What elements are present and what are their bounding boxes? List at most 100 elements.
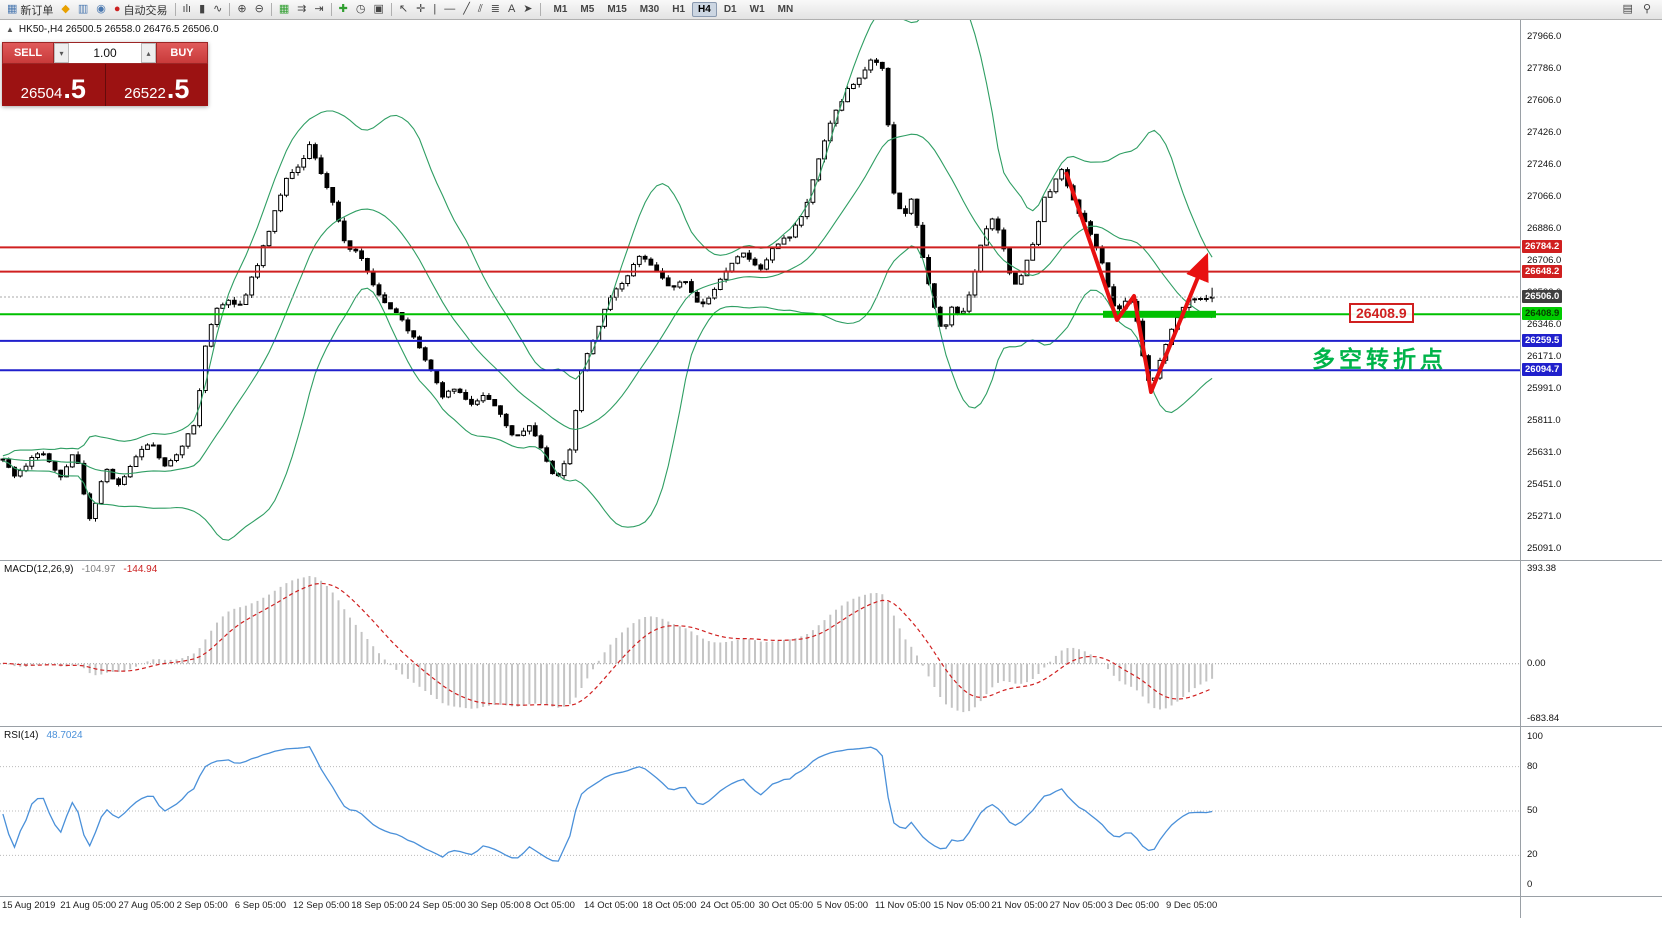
price-axis-tag: 26648.2 <box>1522 264 1563 278</box>
timeframe-m30[interactable]: M30 <box>639 4 660 15</box>
horizontal-line-icon: — <box>444 3 456 15</box>
zoom-out-icon: ⊖ <box>254 3 264 15</box>
timeframe-d1[interactable]: D1 <box>723 4 737 15</box>
rsi-name: RSI(14) <box>4 730 39 741</box>
timeframe-group: M1 M5 M15 M30 H1 H4 D1 W1 MN <box>548 2 800 17</box>
macd-histogram <box>1 576 1214 713</box>
panel-divider[interactable] <box>0 726 1662 727</box>
new-order-button[interactable]: ▦ 新订单 <box>3 1 57 19</box>
candlestick-icon: ▮ <box>199 3 206 15</box>
auto-trading-button-label: 自动交易 <box>123 4 168 17</box>
date-label: 24 Oct 05:00 <box>700 900 755 911</box>
auto-scroll-button[interactable]: ⇉ <box>293 1 310 19</box>
price-axis-tick: 26346.0 <box>1527 319 1562 331</box>
cursor-button[interactable]: ↖ <box>395 1 412 19</box>
macd-label: MACD(12,26,9) -104.97 -144.94 <box>4 564 157 575</box>
buy-price-main: 26522 <box>124 85 166 102</box>
date-label: 12 Sep 05:00 <box>293 900 350 911</box>
line-chart-button[interactable]: ∿ <box>209 1 226 19</box>
bar-chart-button[interactable]: ılı <box>179 1 196 19</box>
volume-increase-button[interactable]: ▴ <box>141 43 156 63</box>
bollinger-upper-band <box>2 20 1213 457</box>
volume-input[interactable] <box>69 43 141 63</box>
date-label: 6 Sep 05:00 <box>234 900 287 911</box>
volume-control: ▾ ▴ <box>54 42 156 64</box>
vertical-line-button[interactable]: | <box>429 1 440 19</box>
rsi-value: 48.7024 <box>46 730 83 741</box>
indicators-icon: ✚ <box>338 3 348 15</box>
price-chart[interactable] <box>0 20 1520 560</box>
auto-trading-button[interactable]: ● 自动交易 <box>110 1 172 19</box>
text-button[interactable]: A <box>504 1 519 19</box>
time-axis[interactable]: 15 Aug 2019 21 Aug 05:00 27 Aug 05:00 2 Sep… <box>0 897 1520 919</box>
toolbar-separator <box>174 3 176 16</box>
toolbar-separator <box>390 3 392 16</box>
toolbar-separator <box>539 3 541 16</box>
date-label: 5 Nov 05:00 <box>816 900 869 911</box>
channel-button[interactable]: ⫽ <box>474 1 487 19</box>
timeframe-m1[interactable]: M1 <box>553 4 568 15</box>
macd-signal-line <box>2 582 1213 707</box>
zoom-in-button[interactable]: ⊕ <box>233 1 250 19</box>
price-axis-tick: 26886.0 <box>1527 223 1562 235</box>
chart-header: ▲ HK50-,H4 26500.5 26558.0 26476.5 26506… <box>6 24 219 35</box>
toolbar-separator <box>229 3 231 16</box>
price-axis-tag: 26506.0 <box>1522 289 1563 303</box>
price-axis-tag: 26408.9 <box>1522 307 1563 321</box>
cursor-icon: ↖ <box>398 3 409 15</box>
refresh-button[interactable]: ◉ <box>92 1 110 19</box>
timeframe-mn[interactable]: MN <box>777 4 794 15</box>
trend-arrow-annotation[interactable] <box>1064 171 1209 394</box>
timeframe-m15[interactable]: M15 <box>607 4 627 15</box>
template-button[interactable]: ▣ <box>370 1 388 19</box>
volume-decrease-button[interactable]: ▾ <box>54 43 69 63</box>
buy-button[interactable]: BUY <box>156 42 208 64</box>
horizontal-line-button[interactable]: — <box>440 1 459 19</box>
text-icon: A <box>507 3 516 15</box>
date-label: 2 Sep 05:00 <box>176 900 228 911</box>
price-chart-panel: ▲ HK50-,H4 26500.5 26558.0 26476.5 26506… <box>0 20 1520 560</box>
market-button[interactable]: ◆ <box>57 1 73 19</box>
indicators-button[interactable]: ✚ <box>335 1 352 19</box>
panel-divider[interactable] <box>0 560 1662 561</box>
auto-trading-icon: ● <box>113 3 121 15</box>
date-label: 18 Oct 05:00 <box>642 900 697 911</box>
search-button[interactable]: ⚲ <box>1639 1 1655 19</box>
vertical-line-icon: | <box>433 3 437 15</box>
price-axis-tick: 25451.0 <box>1527 478 1562 490</box>
sell-button[interactable]: SELL <box>2 42 54 64</box>
sell-price-big: .5 <box>63 74 86 105</box>
fibonacci-button[interactable]: ≣ <box>487 1 504 19</box>
buy-price[interactable]: 26522.5 <box>104 64 209 106</box>
rsi-chart[interactable] <box>0 727 1520 895</box>
timeframe-h1[interactable]: H1 <box>672 4 686 15</box>
timeframe-m5[interactable]: M5 <box>580 4 595 15</box>
rsi-axis-tick: 0 <box>1527 879 1533 890</box>
chart-shift-button[interactable]: ⇥ <box>310 1 327 19</box>
crosshair-button[interactable]: ✛ <box>412 1 429 19</box>
panel-divider <box>0 896 1662 897</box>
new-chart-icon: ▤ <box>1622 3 1633 15</box>
pivot-band[interactable] <box>1103 310 1216 318</box>
period-button[interactable]: ◷ <box>352 1 370 19</box>
timeframe-h4[interactable]: H4 <box>692 2 717 17</box>
new-chart-button[interactable]: ▤ <box>1619 1 1637 19</box>
arrows-button[interactable]: ➤ <box>519 1 536 19</box>
date-label: 9 Dec 05:00 <box>1166 900 1218 911</box>
price-axis[interactable]: 27966.0 27786.0 27606.0 27426.0 27246.0 27066… <box>1520 20 1662 918</box>
arrows-icon: ➤ <box>523 3 533 15</box>
timeframe-w1[interactable]: W1 <box>749 4 765 15</box>
price-axis-tick: 27786.0 <box>1527 62 1562 74</box>
candlestick-button[interactable]: ▮ <box>195 1 209 19</box>
tile-windows-icon: ▦ <box>278 3 290 15</box>
chart-window-button[interactable]: ▥ <box>74 1 92 19</box>
date-label: 27 Aug 05:00 <box>118 900 175 911</box>
search-icon: ⚲ <box>1642 3 1651 15</box>
zoom-out-button[interactable]: ⊖ <box>251 1 268 19</box>
macd-chart[interactable] <box>0 561 1520 726</box>
trendline-button[interactable]: ╱ <box>459 1 474 19</box>
new-order-icon: ▦ <box>7 3 18 15</box>
sell-price[interactable]: 26504.5 <box>2 64 105 106</box>
tile-windows-button[interactable]: ▦ <box>275 1 293 19</box>
candles-layer <box>0 58 1215 522</box>
